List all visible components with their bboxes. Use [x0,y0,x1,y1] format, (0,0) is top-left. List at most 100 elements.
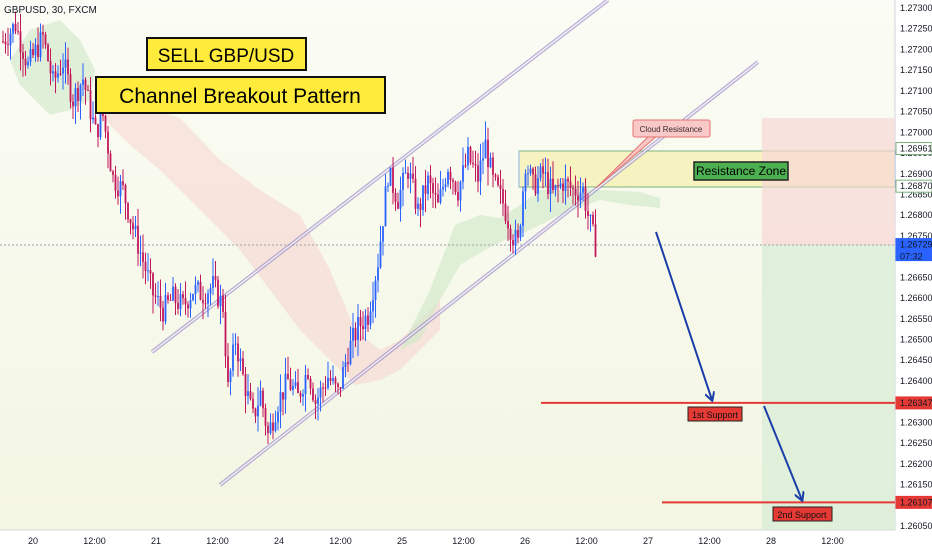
candle-body [319,387,322,398]
candle-body [307,374,309,379]
time-tick-label: 12:00 [821,536,844,546]
time-tick-label: 20 [28,536,38,546]
candle-body [527,173,529,175]
candle-body [189,300,192,309]
candle-body [257,405,259,417]
candle-body [299,393,302,397]
candle-body [517,230,519,238]
candle-body [62,67,64,74]
price-label-badge [895,238,932,262]
candle-body [357,316,359,341]
candle-body [487,139,489,168]
candle-body [82,79,84,86]
title-box-2[interactable] [95,76,386,114]
candle-body [312,388,314,401]
candle-body [159,295,162,308]
candlestick-series[interactable] [2,11,597,445]
candle-body [252,398,254,409]
cloud-resistance-label-box[interactable] [632,119,711,138]
candle-body [562,183,564,191]
candle-body [449,171,452,180]
resistance-zone-label-box[interactable] [693,161,789,181]
candle-body [24,58,27,66]
candle-body [579,192,582,201]
candle-body [477,165,479,182]
price-tick-label: 1.26850 [900,189,932,199]
first-support-label: 1st Support [692,410,739,420]
price-axis-panel[interactable] [895,0,932,550]
candle-body [497,176,499,185]
symbol-header[interactable]: GBPUSD, 30, FXCM [4,5,97,16]
candle-body [77,88,79,102]
candle-body [249,391,252,399]
candle-body [459,181,462,201]
candle-body [392,167,394,193]
candle-body [489,157,492,168]
candle-body [39,32,42,58]
candle-body [534,174,537,194]
second-support-label-box[interactable] [772,506,833,522]
candle-body [269,422,272,434]
candle-body [587,210,589,216]
candle-body [337,383,339,387]
candle-body [572,188,574,190]
candle-body [444,184,447,187]
candle-body [67,59,69,75]
candle-body [14,23,17,32]
candle-body [184,298,187,305]
candle-body [72,101,74,107]
candle-body [519,225,522,238]
candle-body [4,41,7,45]
candle-body [22,52,24,59]
countdown-label: 07:32 [900,252,923,262]
candle-body [514,230,517,246]
title-box-1[interactable] [146,37,307,71]
candle-body [457,192,459,201]
candle-body [549,178,552,195]
candle-body [369,311,372,325]
candle-body [529,168,532,174]
candle-body [177,302,179,309]
candle-body [37,44,39,58]
price-tick-label: 1.26250 [900,438,932,448]
short-reward-area[interactable] [762,245,895,530]
price-tick-label: 1.27000 [900,127,932,137]
candle-body [44,34,47,45]
candle-body [207,293,209,304]
candle-body [69,74,72,102]
candle-body [379,241,382,268]
candle-body [364,315,367,330]
price-label-text: 1.26729 [900,240,932,250]
candle-body [227,356,229,383]
candle-body [552,178,554,191]
candle-body [327,377,329,388]
candle-body [584,187,587,211]
price-tick-label: 1.26450 [900,355,932,365]
time-tick-label: 12:00 [83,536,106,546]
candle-body [217,279,219,307]
candle-body [49,61,52,74]
candle-body [9,33,12,46]
first-support-label-box[interactable] [687,406,743,422]
candle-body [502,189,504,204]
candle-body [92,117,94,120]
candle-body [439,189,442,203]
time-axis-panel[interactable] [0,530,895,550]
candle-body [432,183,434,193]
candle-body [127,203,129,220]
candle-body [304,374,307,395]
short-risk-area[interactable] [762,118,895,245]
candle-body [332,378,334,382]
candle-body [404,172,407,174]
candle-body [7,44,9,46]
candle-body [84,79,87,90]
candle-body [387,185,389,187]
candle-body [367,315,369,325]
price-tick-label: 1.26500 [900,335,932,345]
candle-body [164,295,167,322]
candle-body [294,382,297,387]
candle-body [559,183,562,187]
candle-body [282,392,284,400]
